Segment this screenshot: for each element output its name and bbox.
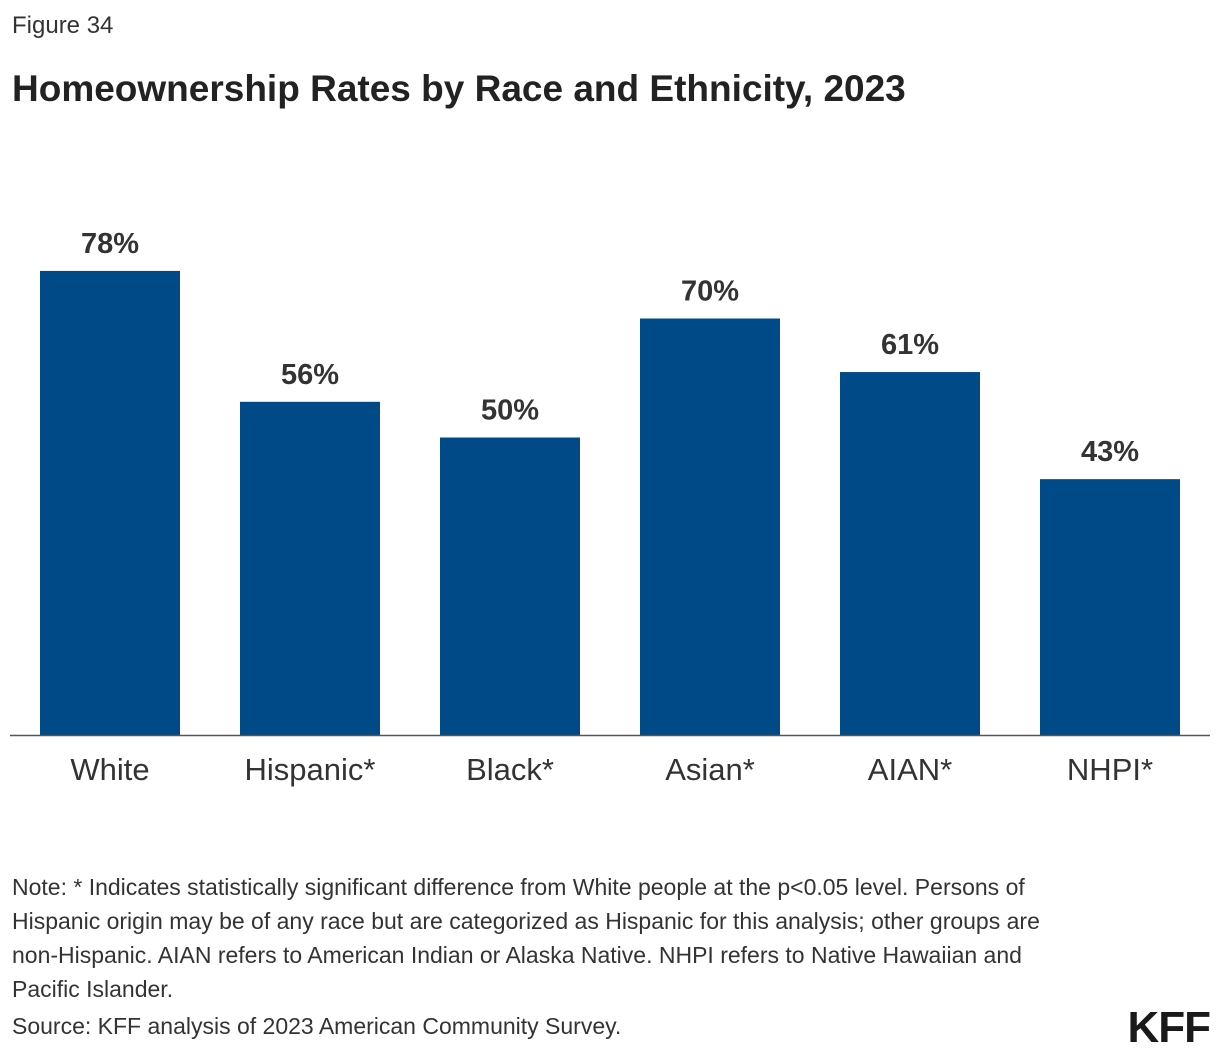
category-label: NHPI* — [1067, 752, 1153, 787]
data-label: 56% — [281, 359, 339, 391]
bar — [240, 401, 380, 735]
data-label: 43% — [1081, 436, 1139, 468]
kff-logo: KFF — [1127, 1003, 1211, 1052]
category-label: AIAN* — [868, 752, 952, 787]
bar — [40, 270, 180, 735]
chart-title: Homeownership Rates by Race and Ethnicit… — [12, 68, 906, 109]
category-label: Hispanic* — [245, 752, 376, 787]
figure-label: Figure 34 — [12, 12, 114, 39]
category-label: Asian* — [665, 752, 755, 787]
chart-source: Source: KFF analysis of 2023 American Co… — [12, 1013, 622, 1039]
bar — [1040, 479, 1180, 735]
data-label: 78% — [81, 228, 139, 260]
data-label: 70% — [681, 276, 739, 308]
category-label: White — [70, 752, 149, 787]
bar — [440, 437, 580, 735]
data-label: 61% — [881, 329, 939, 361]
category-label: Black* — [466, 752, 554, 787]
bar-chart: 78% White 56% Hispanic* 50% Black* 70% Asian* 61… — [10, 228, 1210, 787]
bar — [840, 372, 980, 735]
chart-note: Note: * Indicates statistically signific… — [12, 874, 1040, 1002]
data-label: 50% — [481, 395, 539, 427]
bar — [640, 318, 780, 735]
